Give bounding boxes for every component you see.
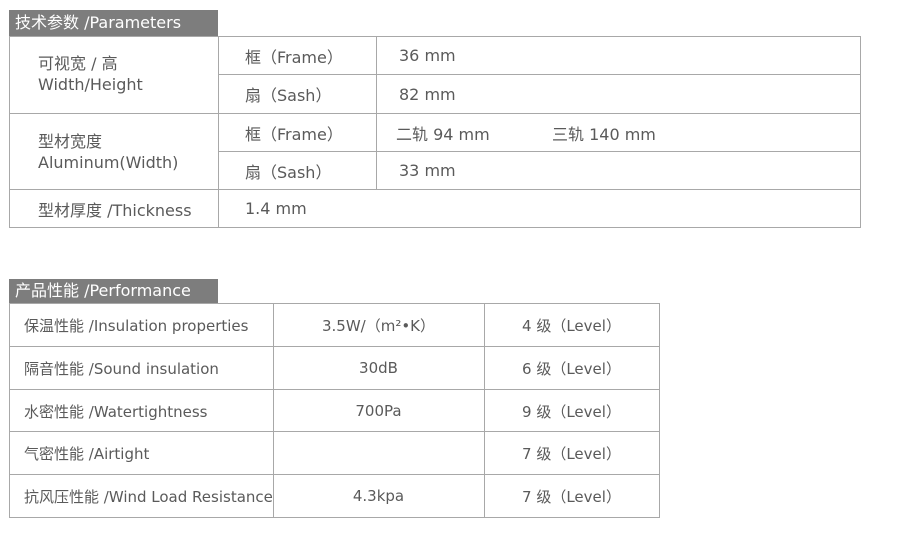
param-label-en: Width/Height — [38, 75, 143, 94]
param-part: 扇（Sash） — [245, 162, 332, 182]
performance-name: 隔音性能 /Sound insulation — [24, 359, 219, 378]
param-value: 33 mm — [399, 161, 456, 180]
param-value: 36 mm — [399, 46, 456, 65]
row-divider — [9, 517, 660, 518]
param-label-cn: 可视宽 / 高 — [38, 54, 118, 73]
param-part: 扇（Sash） — [245, 86, 332, 105]
performance-name: 保温性能 /Insulation properties — [24, 316, 249, 335]
column-divider — [273, 303, 274, 517]
performance-name: 气密性能 /Airtight — [24, 444, 150, 463]
performance-title: 产品性能 /Performance — [9, 279, 218, 303]
parameters-title: 技术参数 /Parameters — [9, 10, 218, 36]
performance-level: 7 级（Level） — [522, 444, 621, 463]
param-label: 型材宽度 Aluminum(Width) — [38, 122, 218, 182]
row-divider — [9, 431, 660, 432]
param-part: 框（Frame） — [245, 124, 343, 144]
column-divider — [659, 303, 660, 517]
performance-level: 7 级（Level） — [522, 487, 621, 506]
performance-value: 700Pa — [355, 402, 402, 420]
performance-name: 抗风压性能 /Wind Load Resistance — [24, 487, 273, 506]
performance-value — [273, 432, 484, 474]
param-value: 1.4 mm — [245, 199, 307, 218]
performance-level: 9 级（Level） — [522, 402, 621, 421]
performance-value: 4.3kpa — [352, 487, 405, 505]
performance-name: 水密性能 /Watertightness — [24, 402, 208, 421]
param-part: 框（Frame） — [245, 47, 343, 67]
performance-level: 6 级（Level） — [522, 359, 621, 378]
performance-value: 3.5W/（m²•K） — [321, 316, 436, 335]
column-divider — [9, 303, 10, 517]
performance-level: 4 级（Level） — [522, 316, 621, 335]
param-value: 二轨 94 mm — [396, 124, 490, 144]
param-label-en: Aluminum(Width) — [38, 153, 179, 172]
row-divider — [9, 346, 660, 347]
row-divider — [9, 389, 660, 390]
column-divider — [484, 303, 485, 517]
param-value-2: 三轨 140 mm — [552, 124, 656, 144]
row-divider — [9, 474, 660, 475]
param-label: 型材厚度 /Thickness — [38, 200, 192, 220]
param-value: 82 mm — [399, 84, 456, 104]
row-divider — [9, 303, 660, 304]
performance-value: 30dB — [359, 359, 398, 377]
param-label: 可视宽 / 高 Width/Height — [38, 44, 218, 104]
param-label-cn: 型材宽度 — [38, 132, 103, 151]
